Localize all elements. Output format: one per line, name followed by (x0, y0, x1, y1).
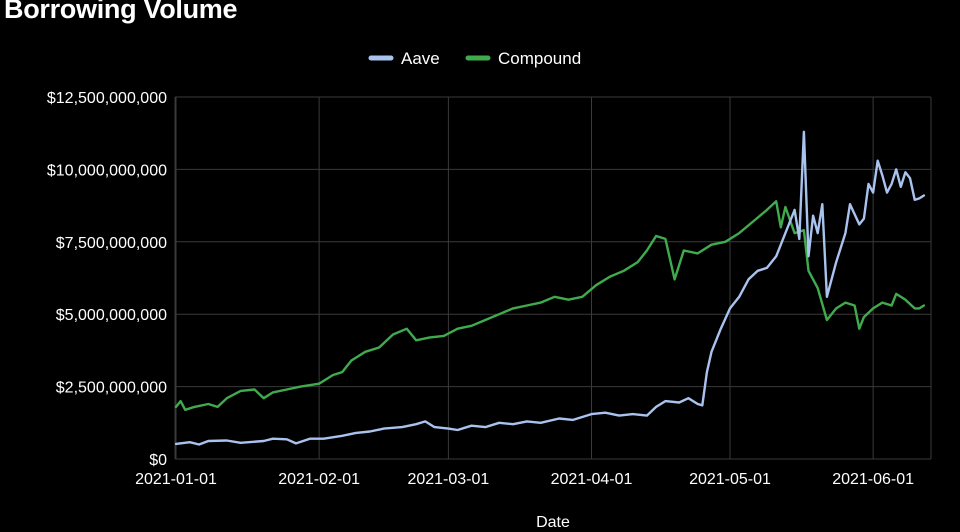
x-tick-label: 2021-02-01 (278, 471, 360, 488)
x-tick-label: 2021-03-01 (407, 471, 489, 488)
y-tick-label: $10,000,000,000 (47, 162, 167, 179)
y-tick-label: $7,500,000,000 (56, 235, 167, 252)
y-tick-label: $0 (149, 452, 167, 469)
x-axis-title: Date (536, 514, 570, 531)
x-tick-label: 2021-05-01 (689, 471, 771, 488)
y-tick-label: $12,500,000,000 (47, 90, 167, 107)
grid-lines (174, 96, 932, 460)
y-tick-label: $5,000,000,000 (56, 307, 167, 324)
series-lines (174, 130, 926, 446)
legend-item-aave[interactable]: Aave (368, 49, 440, 68)
series-line-aave (174, 130, 926, 446)
x-tick-label: 2021-01-01 (135, 471, 217, 488)
legend-label: Aave (401, 49, 440, 68)
legend[interactable]: Aave Compound (368, 49, 581, 68)
series-line-compound (174, 200, 926, 411)
x-tick-label: 2021-04-01 (551, 471, 633, 488)
y-axis-tick-labels: $0 $2,500,000,000 $5,000,000,000 $7,500,000… (47, 90, 167, 469)
legend-item-compound[interactable]: Compound (465, 49, 581, 68)
x-axis-tick-labels: 2021-01-01 2021-02-01 2021-03-01 2021-04-01… (135, 471, 914, 488)
legend-label: Compound (498, 49, 581, 68)
chart-title: Borrowing Volume (4, 0, 238, 24)
x-tick-label: 2021-06-01 (832, 471, 914, 488)
y-tick-label: $2,500,000,000 (56, 380, 167, 397)
